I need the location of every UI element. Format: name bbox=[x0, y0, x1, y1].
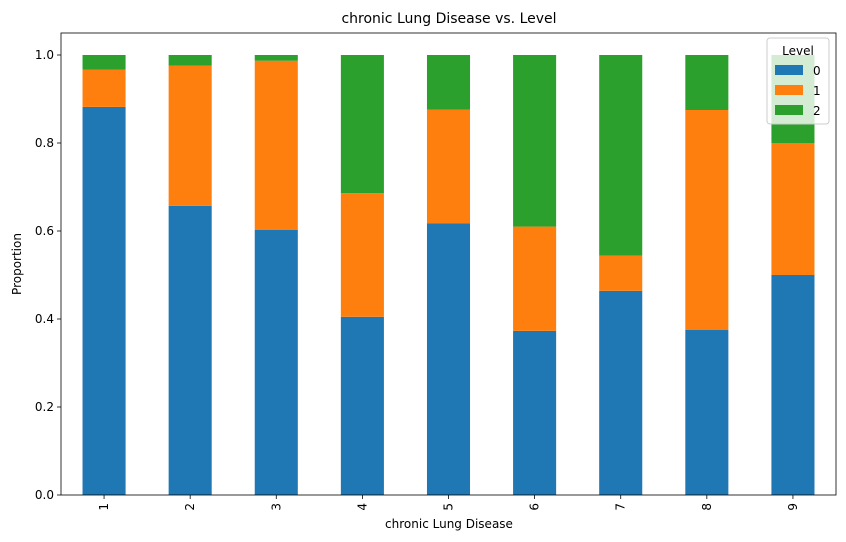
x-tick-label: 4 bbox=[355, 503, 369, 511]
y-tick-label: 0.8 bbox=[35, 136, 54, 150]
legend: Level 0 1 2 bbox=[766, 37, 830, 125]
bar-cat3-level1 bbox=[254, 60, 298, 230]
y-tick-label: 0.0 bbox=[35, 488, 54, 502]
bar-cat2-level2 bbox=[168, 55, 212, 66]
bar-cat5-level1 bbox=[426, 109, 471, 224]
y-axis: 0.0 0.2 0.4 0.6 0.8 1.0 bbox=[35, 48, 61, 502]
bar-cat5-level2 bbox=[426, 55, 471, 110]
bar-cat4-level0 bbox=[340, 316, 384, 495]
bar-cat3-level2 bbox=[254, 55, 298, 61]
bar-cat2-level0 bbox=[168, 205, 212, 496]
bar-cat9-level1 bbox=[771, 143, 815, 275]
legend-title: Level bbox=[782, 44, 814, 58]
bar-cat9-level0 bbox=[771, 275, 815, 495]
legend-swatch-2 bbox=[775, 105, 803, 115]
legend-swatch-1 bbox=[775, 85, 803, 95]
bar-cat1-level2 bbox=[82, 55, 126, 70]
x-axis-label: chronic Lung Disease bbox=[385, 517, 513, 531]
plot-frame bbox=[60, 32, 837, 496]
x-tick-label: 5 bbox=[442, 503, 456, 511]
bar-cat7-level1 bbox=[599, 255, 643, 291]
x-axis: 1 2 3 4 5 6 7 8 9 bbox=[97, 495, 800, 511]
x-tick-label: 6 bbox=[528, 503, 542, 511]
x-tick-label: 3 bbox=[269, 503, 283, 511]
legend-label-1: 1 bbox=[813, 84, 821, 98]
bar-cat4-level2 bbox=[340, 55, 384, 194]
bar-cat4-level1 bbox=[340, 193, 384, 317]
y-tick-label: 0.6 bbox=[35, 224, 54, 238]
bar-cat3-level0 bbox=[254, 229, 298, 495]
y-tick-label: 0.2 bbox=[35, 400, 54, 414]
x-tick-label: 8 bbox=[700, 503, 714, 511]
bar-cat8-level1 bbox=[685, 110, 729, 330]
legend-swatch-0 bbox=[775, 65, 803, 75]
x-tick-label: 1 bbox=[97, 503, 111, 511]
legend-label-2: 2 bbox=[813, 104, 821, 118]
bars-layer bbox=[82, 55, 815, 496]
bar-cat7-level0 bbox=[599, 290, 643, 495]
chart-title: chronic Lung Disease vs. Level bbox=[341, 11, 556, 27]
bar-cat6-level2 bbox=[513, 55, 557, 227]
bar-cat2-level1 bbox=[168, 65, 212, 206]
x-tick-label: 9 bbox=[786, 503, 800, 511]
bar-cat8-level0 bbox=[685, 330, 729, 495]
bar-cat6-level1 bbox=[513, 226, 557, 331]
bar-cat8-level2 bbox=[685, 55, 729, 110]
y-axis-label: Proportion bbox=[10, 233, 24, 295]
bar-cat1-level1 bbox=[82, 69, 126, 107]
bar-cat6-level0 bbox=[513, 330, 557, 495]
legend-label-0: 0 bbox=[813, 64, 821, 78]
y-tick-label: 0.4 bbox=[35, 312, 54, 326]
x-tick-label: 7 bbox=[614, 503, 628, 511]
legend-box bbox=[766, 37, 830, 125]
x-tick-label: 2 bbox=[183, 503, 197, 511]
bar-cat7-level2 bbox=[599, 55, 643, 256]
bar-cat5-level0 bbox=[426, 223, 471, 495]
y-tick-label: 1.0 bbox=[35, 48, 54, 62]
bar-cat1-level0 bbox=[82, 106, 126, 496]
